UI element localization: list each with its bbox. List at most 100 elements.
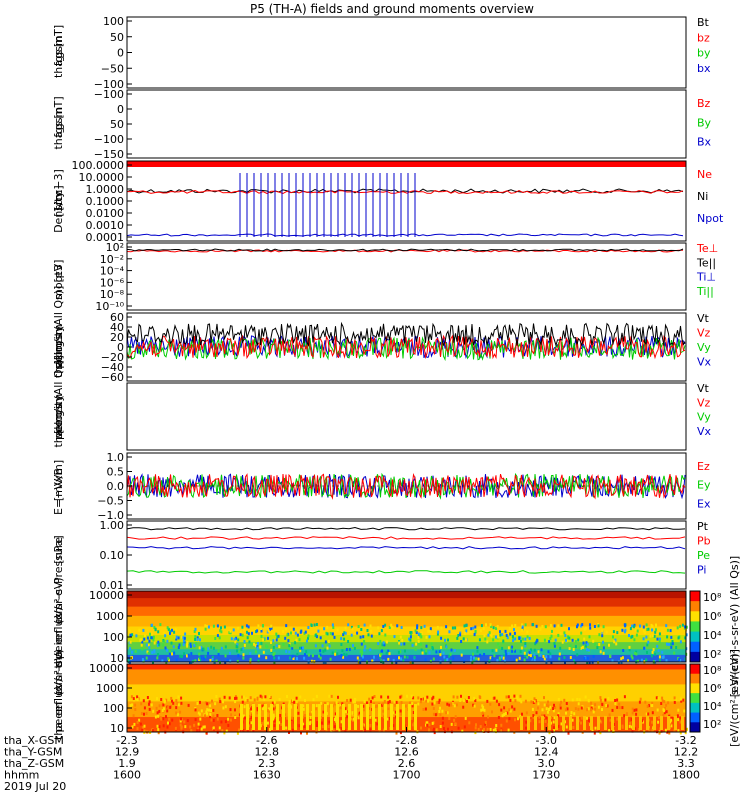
eflux-cell — [557, 724, 560, 728]
eflux-cell — [307, 626, 310, 629]
eflux-band — [127, 642, 686, 650]
eflux-cell — [394, 715, 397, 719]
eflux-cell — [156, 697, 158, 701]
eflux-cell — [199, 725, 202, 729]
eflux-cell — [315, 707, 318, 711]
y-tick-label: 50 — [110, 118, 124, 131]
eflux-cell — [568, 647, 571, 650]
eflux-cell — [512, 639, 514, 642]
eflux-cell — [419, 700, 422, 704]
eflux-cell — [358, 712, 361, 716]
eflux-cell — [525, 711, 528, 715]
eflux-cell — [235, 645, 238, 649]
eflux-cell — [580, 624, 583, 628]
eflux-cell — [611, 659, 614, 663]
eflux-cell — [629, 627, 632, 631]
eflux-cell — [565, 702, 568, 705]
eflux-cell — [417, 696, 420, 700]
eflux-cell — [620, 657, 623, 661]
eflux-cell — [566, 707, 569, 711]
eflux-cell — [553, 703, 555, 707]
eflux-cell — [175, 658, 178, 662]
eflux-cell — [551, 729, 554, 733]
eflux-cell — [196, 702, 199, 705]
eflux-cell — [541, 713, 543, 717]
eflux-cell — [420, 726, 422, 730]
eflux-cell — [132, 697, 135, 701]
eflux-cell — [395, 661, 398, 665]
eflux-stripe — [520, 716, 523, 730]
eflux-cell — [177, 703, 180, 707]
Ni-line — [126, 188, 684, 194]
eflux-cell — [483, 634, 486, 638]
eflux-cell — [406, 655, 409, 659]
eflux-cell — [614, 702, 617, 706]
eflux-cell — [400, 701, 403, 705]
eflux-cell — [653, 634, 656, 638]
eflux-cell — [586, 642, 589, 646]
eflux-stripe — [590, 716, 593, 730]
eflux-cell — [379, 646, 382, 650]
eflux-cell — [350, 633, 353, 637]
eflux-cell — [363, 708, 365, 712]
eflux-cell — [521, 712, 523, 716]
eflux-cell — [392, 658, 395, 662]
eflux-cell — [426, 723, 429, 727]
eflux-cell — [663, 700, 666, 704]
eflux-cell — [479, 653, 482, 657]
eflux-cell — [317, 629, 320, 633]
eflux-cell — [381, 703, 384, 707]
y-tick-label: −100 — [94, 88, 124, 101]
Pt-line — [126, 526, 686, 531]
eflux-cell — [140, 702, 143, 706]
eflux-stripe — [667, 716, 670, 730]
eflux-cell — [362, 657, 365, 661]
eflux-cell — [302, 707, 305, 711]
eflux-cell — [508, 627, 511, 630]
eflux-cell — [237, 654, 240, 658]
eflux-cell — [296, 652, 299, 656]
eflux-cell — [587, 718, 590, 722]
eflux-cell — [415, 642, 418, 646]
eflux-cell — [495, 648, 498, 652]
eflux-stripe — [366, 704, 369, 730]
eflux-cell — [205, 647, 208, 651]
eflux-cell — [568, 636, 571, 640]
eflux-cell — [242, 729, 245, 732]
eflux-cell — [291, 644, 294, 648]
eflux-cell — [474, 629, 477, 633]
eflux-cell — [322, 707, 325, 711]
eflux-cell — [592, 639, 595, 643]
eflux-stripe — [354, 704, 357, 730]
eflux-cell — [139, 638, 142, 642]
eflux-cell — [204, 701, 207, 705]
eflux-cell — [143, 637, 146, 641]
eflux-cell — [165, 661, 168, 665]
eflux-cell — [483, 653, 486, 656]
eflux-cell — [312, 698, 315, 702]
eflux-cell — [498, 656, 501, 660]
eflux-cell — [336, 628, 339, 632]
eflux-cell — [432, 729, 435, 733]
eflux-cell — [234, 708, 236, 712]
eflux-cell — [163, 631, 166, 635]
eflux-cell — [450, 648, 453, 652]
eflux-cell — [623, 623, 626, 627]
eflux-cell — [671, 642, 674, 646]
eflux-cell — [487, 729, 490, 733]
eflux-cell — [371, 659, 374, 663]
eflux-cell — [360, 653, 363, 657]
eflux-cell — [199, 717, 202, 721]
eflux-cell — [503, 713, 506, 716]
eflux-cell — [175, 706, 178, 710]
eflux-cell — [179, 719, 182, 723]
eflux-cell — [679, 624, 682, 628]
eflux-cell — [205, 731, 208, 735]
eflux-cell — [410, 694, 413, 698]
eflux-cell — [514, 624, 517, 627]
eflux-cell — [327, 725, 330, 728]
eflux-cell — [626, 714, 628, 718]
eflux-cell — [495, 724, 498, 727]
eflux-cell — [602, 625, 605, 629]
